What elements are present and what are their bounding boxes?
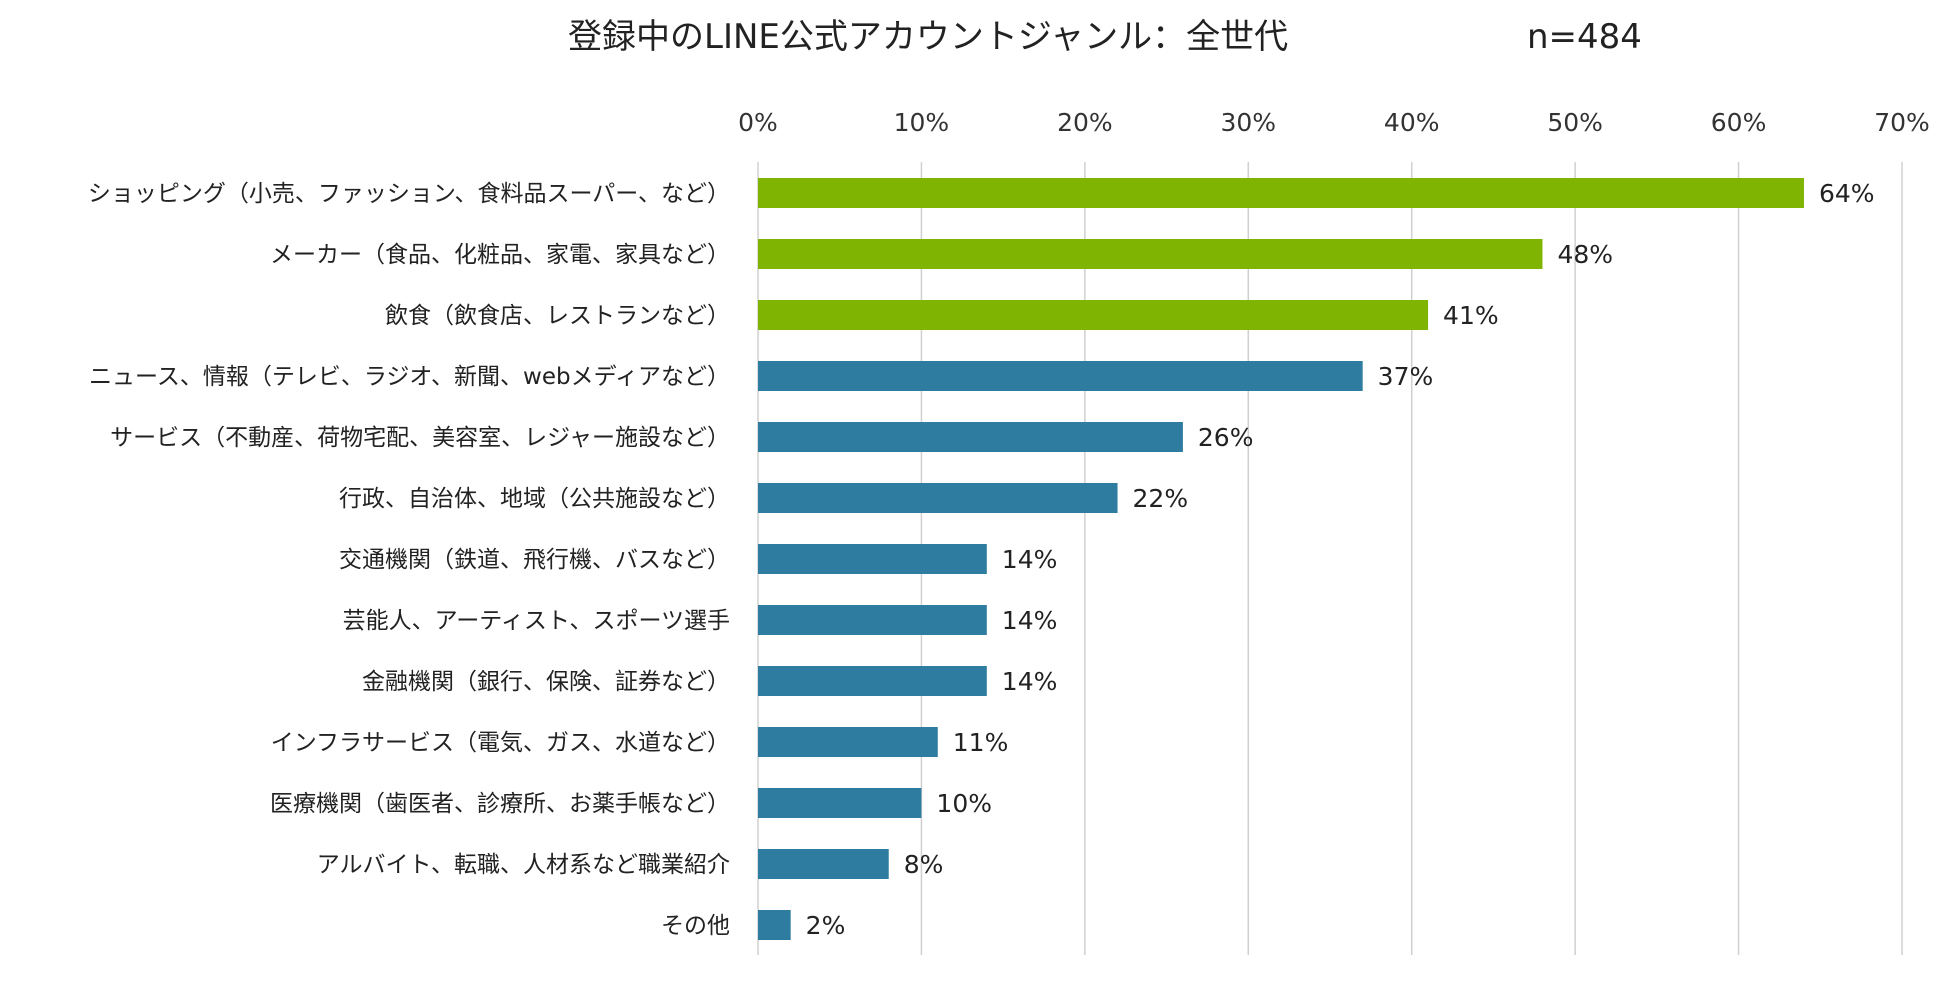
value-label: 8%	[904, 850, 944, 879]
bar	[758, 544, 987, 574]
category-label: 飲食（飲食店、レストランなど）	[385, 303, 730, 329]
category-label: ニュース、情報（テレビ、ラジオ、新聞、webメディアなど）	[89, 364, 730, 390]
category-label: ショッピング（小売、ファッション、食料品スーパー、など）	[88, 181, 730, 207]
value-label: 48%	[1557, 240, 1613, 269]
category-label: 芸能人、アーティスト、スポーツ選手	[343, 608, 730, 634]
bar	[758, 361, 1363, 391]
bars	[758, 178, 1804, 940]
value-label: 26%	[1198, 423, 1254, 452]
category-labels: ショッピング（小売、ファッション、食料品スーパー、など） メーカー（食品、化粧品、…	[88, 181, 730, 939]
gridlines	[757, 162, 1903, 955]
value-label: 14%	[1002, 606, 1058, 635]
value-label: 14%	[1002, 667, 1058, 696]
chart-title: 登録中のLINE公式アカウントジャンル：全世代	[568, 17, 1288, 57]
x-tick-label: 0%	[738, 108, 778, 137]
x-tick-label: 50%	[1547, 108, 1603, 137]
category-label: 交通機関（鉄道、飛行機、バスなど）	[339, 547, 730, 573]
value-label: 41%	[1443, 301, 1499, 330]
bar	[758, 910, 791, 940]
bar	[758, 788, 922, 818]
bar	[758, 239, 1543, 269]
bar	[758, 483, 1118, 513]
value-label: 2%	[806, 911, 846, 940]
value-label: 37%	[1378, 362, 1434, 391]
bar	[758, 300, 1429, 330]
x-tick-label: 70%	[1874, 108, 1930, 137]
value-label: 22%	[1133, 484, 1189, 513]
value-label: 14%	[1002, 545, 1058, 574]
bar	[758, 849, 889, 879]
category-label: 金融機関（銀行、保険、証券など）	[362, 669, 730, 695]
category-label: インフラサービス（電気、ガス、水道など）	[271, 730, 730, 756]
bar	[758, 605, 987, 635]
x-tick-label: 30%	[1220, 108, 1276, 137]
bar	[758, 178, 1804, 208]
x-tick-label: 60%	[1711, 108, 1767, 137]
x-tick-label: 40%	[1384, 108, 1440, 137]
sample-size: n=484	[1527, 17, 1642, 57]
value-label: 11%	[953, 728, 1009, 757]
category-label: 医療機関（歯医者、診療所、お薬手帳など）	[270, 791, 730, 817]
bar	[758, 422, 1183, 452]
category-label: アルバイト、転職、人材系など職業紹介	[317, 852, 730, 878]
value-label: 10%	[936, 789, 992, 818]
category-label: サービス（不動産、荷物宅配、美容室、レジャー施設など）	[110, 425, 730, 451]
bar	[758, 727, 938, 757]
value-labels: 64% 48% 41% 37% 26% 22% 14% 14% 14% 11% 10% 8% 2%	[806, 179, 1875, 940]
value-label: 64%	[1819, 179, 1875, 208]
category-label: その他	[661, 913, 730, 939]
category-label: メーカー（食品、化粧品、家電、家具など）	[270, 242, 730, 268]
x-tick-label: 20%	[1057, 108, 1113, 137]
x-axis-ticks: 0% 10% 20% 30% 40% 50% 60% 70%	[738, 108, 1930, 137]
x-tick-label: 10%	[894, 108, 950, 137]
bar	[758, 666, 987, 696]
category-label: 行政、自治体、地域（公共施設など）	[339, 486, 730, 512]
